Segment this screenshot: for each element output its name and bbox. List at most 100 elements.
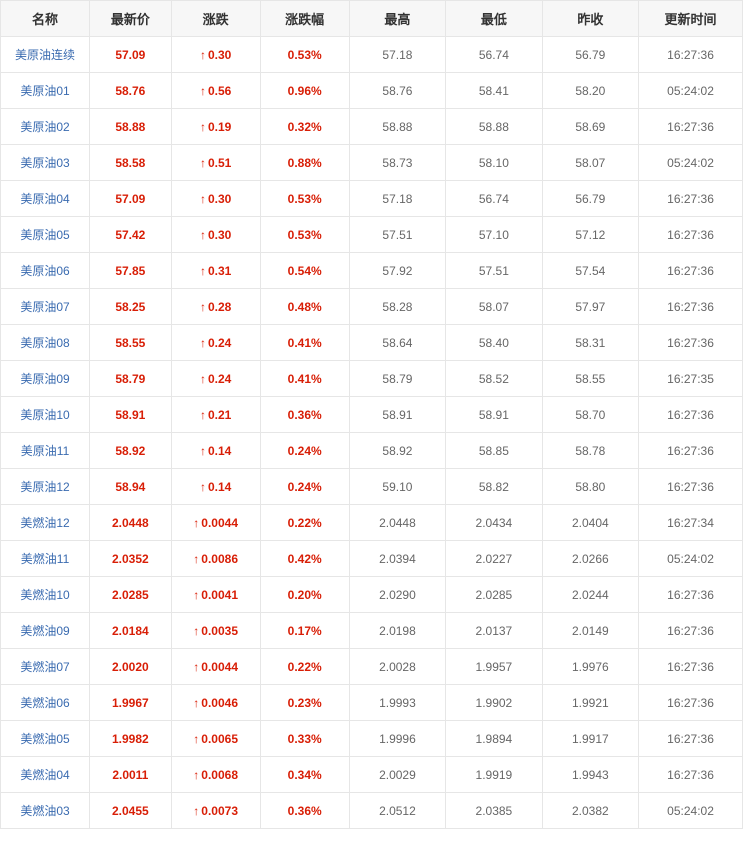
instrument-link[interactable]: 美原油06	[20, 264, 69, 278]
cell-high: 57.92	[349, 253, 445, 289]
col-header-name: 名称	[1, 1, 90, 37]
cell-prev: 2.0266	[542, 541, 638, 577]
col-header-low: 最低	[446, 1, 542, 37]
instrument-link[interactable]: 美原油04	[20, 192, 69, 206]
cell-high: 59.10	[349, 469, 445, 505]
cell-price: 2.0011	[90, 757, 172, 793]
table-row: 美原油1158.92↑0.140.24%58.9258.8558.7816:27…	[1, 433, 743, 469]
table-row: 美燃油051.9982↑0.00650.33%1.99961.98941.991…	[1, 721, 743, 757]
table-row: 美原油0657.85↑0.310.54%57.9257.5157.5416:27…	[1, 253, 743, 289]
up-arrow-icon: ↑	[200, 48, 206, 62]
cell-price: 58.94	[90, 469, 172, 505]
col-header-prev: 昨收	[542, 1, 638, 37]
cell-pct: 0.34%	[260, 757, 349, 793]
cell-low: 57.51	[446, 253, 542, 289]
cell-time: 16:27:36	[639, 469, 743, 505]
change-value: 0.0035	[201, 624, 238, 638]
instrument-link[interactable]: 美燃油05	[20, 732, 69, 746]
instrument-link[interactable]: 美原油12	[20, 480, 69, 494]
table-row: 美原油连续57.09↑0.300.53%57.1856.7456.7916:27…	[1, 37, 743, 73]
cell-low: 2.0434	[446, 505, 542, 541]
cell-price: 2.0455	[90, 793, 172, 829]
cell-prev: 2.0382	[542, 793, 638, 829]
change-value: 0.0086	[201, 552, 238, 566]
instrument-link[interactable]: 美原油09	[20, 372, 69, 386]
cell-low: 58.88	[446, 109, 542, 145]
up-arrow-icon: ↑	[193, 768, 199, 782]
cell-time: 05:24:02	[639, 73, 743, 109]
cell-prev: 58.70	[542, 397, 638, 433]
cell-time: 16:27:36	[639, 433, 743, 469]
up-arrow-icon: ↑	[193, 696, 199, 710]
cell-name: 美原油01	[1, 73, 90, 109]
cell-prev: 58.31	[542, 325, 638, 361]
cell-price: 58.55	[90, 325, 172, 361]
up-arrow-icon: ↑	[193, 588, 199, 602]
instrument-link[interactable]: 美原油11	[21, 444, 69, 458]
cell-prev: 2.0404	[542, 505, 638, 541]
instrument-link[interactable]: 美燃油11	[21, 552, 69, 566]
cell-high: 58.73	[349, 145, 445, 181]
cell-price: 1.9967	[90, 685, 172, 721]
instrument-link[interactable]: 美燃油03	[20, 804, 69, 818]
cell-prev: 58.80	[542, 469, 638, 505]
col-header-pct: 涨跌幅	[260, 1, 349, 37]
table-row: 美燃油122.0448↑0.00440.22%2.04482.04342.040…	[1, 505, 743, 541]
change-value: 0.0041	[201, 588, 238, 602]
instrument-link[interactable]: 美原油10	[20, 408, 69, 422]
cell-price: 2.0020	[90, 649, 172, 685]
cell-prev: 58.20	[542, 73, 638, 109]
up-arrow-icon: ↑	[200, 300, 206, 314]
instrument-link[interactable]: 美原油连续	[15, 48, 75, 62]
change-value: 0.0065	[201, 732, 238, 746]
instrument-link[interactable]: 美原油02	[20, 120, 69, 134]
cell-change: ↑0.19	[171, 109, 260, 145]
cell-prev: 1.9976	[542, 649, 638, 685]
cell-price: 58.58	[90, 145, 172, 181]
cell-time: 16:27:36	[639, 685, 743, 721]
instrument-link[interactable]: 美原油05	[20, 228, 69, 242]
cell-pct: 0.41%	[260, 361, 349, 397]
instrument-link[interactable]: 美燃油12	[20, 516, 69, 530]
cell-name: 美原油08	[1, 325, 90, 361]
cell-pct: 0.53%	[260, 37, 349, 73]
cell-time: 16:27:36	[639, 289, 743, 325]
col-header-change: 涨跌	[171, 1, 260, 37]
cell-low: 2.0385	[446, 793, 542, 829]
instrument-link[interactable]: 美原油01	[20, 84, 69, 98]
cell-time: 16:27:36	[639, 577, 743, 613]
up-arrow-icon: ↑	[193, 732, 199, 746]
table-row: 美燃油061.9967↑0.00460.23%1.99931.99021.992…	[1, 685, 743, 721]
cell-price: 58.79	[90, 361, 172, 397]
change-value: 0.28	[208, 300, 231, 314]
instrument-link[interactable]: 美燃油10	[20, 588, 69, 602]
cell-pct: 0.24%	[260, 433, 349, 469]
instrument-link[interactable]: 美燃油06	[20, 696, 69, 710]
instrument-link[interactable]: 美燃油09	[20, 624, 69, 638]
change-value: 0.0044	[201, 660, 238, 674]
cell-name: 美燃油05	[1, 721, 90, 757]
cell-high: 57.51	[349, 217, 445, 253]
instrument-link[interactable]: 美原油03	[20, 156, 69, 170]
instrument-link[interactable]: 美燃油04	[20, 768, 69, 782]
cell-prev: 57.54	[542, 253, 638, 289]
cell-high: 2.0029	[349, 757, 445, 793]
cell-time: 16:27:36	[639, 613, 743, 649]
cell-time: 16:27:34	[639, 505, 743, 541]
cell-low: 58.91	[446, 397, 542, 433]
cell-change: ↑0.30	[171, 217, 260, 253]
up-arrow-icon: ↑	[200, 480, 206, 494]
cell-high: 2.0028	[349, 649, 445, 685]
change-value: 0.14	[208, 444, 231, 458]
instrument-link[interactable]: 美原油08	[20, 336, 69, 350]
change-value: 0.30	[208, 48, 231, 62]
change-value: 0.31	[208, 264, 231, 278]
cell-change: ↑0.56	[171, 73, 260, 109]
up-arrow-icon: ↑	[193, 624, 199, 638]
instrument-link[interactable]: 美燃油07	[20, 660, 69, 674]
cell-change: ↑0.0046	[171, 685, 260, 721]
change-value: 0.24	[208, 372, 231, 386]
instrument-link[interactable]: 美原油07	[20, 300, 69, 314]
cell-name: 美燃油06	[1, 685, 90, 721]
cell-name: 美原油06	[1, 253, 90, 289]
